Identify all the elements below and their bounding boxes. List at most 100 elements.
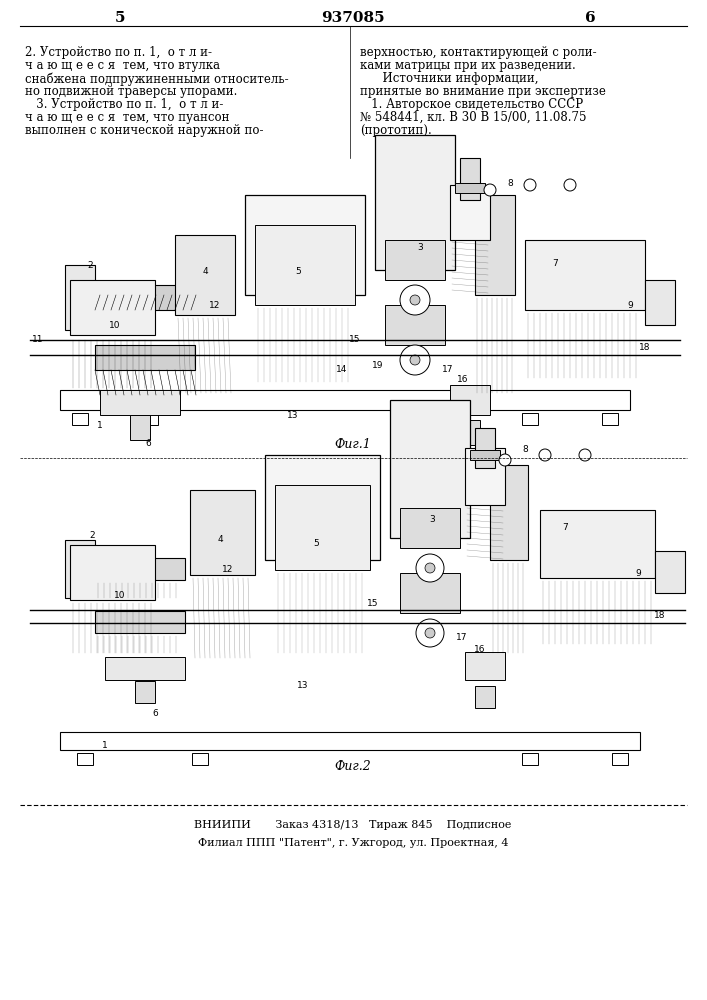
- Text: 2. Устройство по п. 1,  о т л и-: 2. Устройство по п. 1, о т л и-: [25, 46, 212, 59]
- Text: 8: 8: [507, 178, 513, 188]
- Text: 2: 2: [87, 260, 93, 269]
- Bar: [65, 265, 95, 330]
- Text: 15: 15: [349, 336, 361, 344]
- Text: 937085: 937085: [321, 11, 385, 25]
- Text: 10: 10: [115, 590, 126, 599]
- Circle shape: [425, 563, 435, 573]
- Bar: [65, 540, 95, 598]
- Bar: [490, 465, 528, 560]
- Bar: [275, 485, 370, 570]
- Bar: [475, 686, 495, 708]
- Bar: [70, 545, 155, 600]
- Bar: [95, 285, 195, 310]
- Text: 7: 7: [562, 524, 568, 532]
- Text: 5: 5: [313, 538, 319, 548]
- Text: 18: 18: [639, 344, 650, 353]
- Bar: [455, 183, 485, 193]
- Bar: [390, 400, 470, 538]
- Circle shape: [400, 345, 430, 375]
- Circle shape: [484, 184, 496, 196]
- Text: 16: 16: [457, 375, 469, 384]
- Bar: [77, 753, 93, 765]
- Bar: [470, 450, 500, 460]
- Bar: [70, 280, 155, 335]
- Text: 5: 5: [115, 11, 125, 25]
- Text: 1. Авторское свидетельство СССР: 1. Авторское свидетельство СССР: [360, 98, 583, 111]
- Bar: [522, 753, 538, 765]
- Text: Фиг.1: Фиг.1: [334, 438, 371, 451]
- Bar: [245, 195, 365, 295]
- Bar: [525, 240, 645, 310]
- Text: 19: 19: [373, 360, 384, 369]
- Text: 6: 6: [145, 438, 151, 448]
- Bar: [450, 185, 490, 240]
- Text: 3: 3: [429, 516, 435, 524]
- Bar: [60, 732, 640, 750]
- Text: 12: 12: [209, 302, 221, 310]
- Bar: [385, 240, 445, 280]
- Text: 13: 13: [297, 680, 309, 690]
- Text: ч а ю щ е е с я  тем, что пуансон: ч а ю щ е е с я тем, что пуансон: [25, 111, 230, 124]
- Text: 17: 17: [456, 634, 468, 643]
- Circle shape: [539, 449, 551, 461]
- Bar: [135, 681, 155, 703]
- Bar: [100, 390, 180, 415]
- Bar: [105, 657, 185, 680]
- Text: 7: 7: [552, 258, 558, 267]
- Bar: [375, 135, 455, 270]
- Bar: [465, 448, 505, 505]
- Text: принятые во внимание при экспертизе: принятые во внимание при экспертизе: [360, 85, 606, 98]
- Bar: [460, 420, 480, 445]
- Text: ВНИИПИ       Заказ 4318/13   Тираж 845    Подписное: ВНИИПИ Заказ 4318/13 Тираж 845 Подписное: [194, 820, 512, 830]
- Text: 11: 11: [33, 336, 44, 344]
- Text: 6: 6: [585, 11, 595, 25]
- Text: (прототип).: (прототип).: [360, 124, 432, 137]
- Bar: [142, 413, 158, 425]
- Bar: [475, 428, 495, 468]
- Bar: [175, 235, 235, 315]
- Bar: [602, 413, 618, 425]
- Bar: [95, 558, 185, 580]
- Bar: [450, 385, 490, 415]
- Bar: [522, 413, 538, 425]
- Text: Филиал ППП "Патент", г. Ужгород, ул. Проектная, 4: Филиал ППП "Патент", г. Ужгород, ул. Про…: [198, 838, 508, 848]
- Circle shape: [400, 285, 430, 315]
- Bar: [130, 415, 150, 440]
- Text: 10: 10: [110, 320, 121, 330]
- Text: 17: 17: [443, 365, 454, 374]
- Bar: [60, 390, 630, 410]
- Bar: [460, 158, 480, 200]
- Bar: [385, 305, 445, 345]
- Text: 5: 5: [295, 267, 301, 276]
- Circle shape: [579, 449, 591, 461]
- Text: 8: 8: [522, 446, 528, 454]
- Text: 6: 6: [152, 708, 158, 718]
- Bar: [190, 490, 255, 575]
- Text: верхностью, контактирующей с роли-: верхностью, контактирующей с роли-: [360, 46, 597, 59]
- Text: 9: 9: [635, 568, 641, 578]
- Text: 3: 3: [417, 243, 423, 252]
- Text: 1: 1: [102, 740, 108, 750]
- Bar: [95, 611, 185, 633]
- Bar: [95, 345, 195, 370]
- Bar: [265, 455, 380, 560]
- Bar: [400, 573, 460, 613]
- Bar: [400, 508, 460, 548]
- Circle shape: [524, 179, 536, 191]
- Text: 13: 13: [287, 410, 299, 420]
- Text: 9: 9: [627, 300, 633, 310]
- Circle shape: [499, 454, 511, 466]
- Text: 15: 15: [367, 598, 379, 607]
- Text: Фиг.2: Фиг.2: [334, 760, 371, 773]
- Circle shape: [564, 179, 576, 191]
- Bar: [655, 551, 685, 593]
- Bar: [612, 753, 628, 765]
- Text: 4: 4: [217, 536, 223, 544]
- Bar: [540, 510, 655, 578]
- Circle shape: [425, 628, 435, 638]
- Text: ками матрицы при их разведении.: ками матрицы при их разведении.: [360, 59, 575, 72]
- Bar: [255, 225, 355, 305]
- Text: 14: 14: [337, 365, 348, 374]
- Bar: [645, 280, 675, 325]
- Text: 4: 4: [202, 267, 208, 276]
